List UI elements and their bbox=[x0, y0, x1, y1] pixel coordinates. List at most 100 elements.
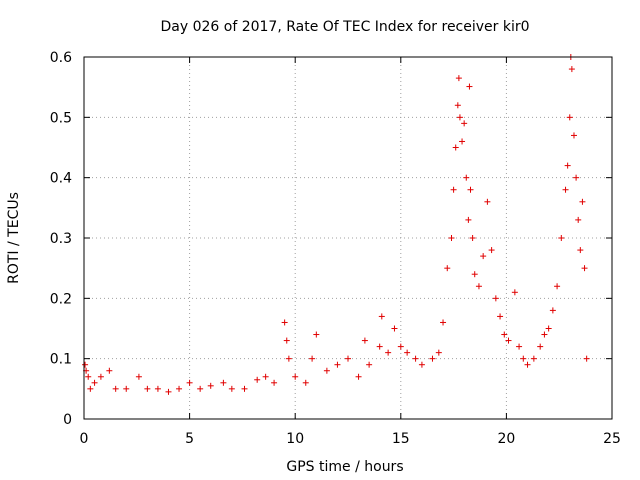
data-point bbox=[429, 355, 436, 362]
data-point bbox=[505, 337, 512, 344]
data-point bbox=[541, 331, 548, 338]
data-point bbox=[455, 75, 462, 82]
data-point bbox=[484, 198, 491, 205]
data-point bbox=[545, 325, 552, 332]
data-point bbox=[228, 385, 235, 392]
data-point bbox=[292, 373, 299, 380]
data-point bbox=[254, 376, 261, 383]
data-point bbox=[412, 355, 419, 362]
data-point bbox=[241, 385, 248, 392]
y-tick-label: 0 bbox=[63, 412, 72, 428]
data-point bbox=[554, 283, 561, 290]
data-point bbox=[549, 307, 556, 314]
x-tick-label: 25 bbox=[603, 431, 621, 447]
x-tick-label: 10 bbox=[286, 431, 304, 447]
data-point bbox=[97, 373, 104, 380]
data-point bbox=[220, 379, 227, 386]
data-point bbox=[452, 144, 459, 151]
data-point bbox=[207, 382, 214, 389]
y-tick-label: 0.4 bbox=[50, 171, 72, 187]
data-point bbox=[366, 361, 373, 368]
data-point bbox=[285, 355, 292, 362]
data-point bbox=[376, 343, 383, 350]
data-point bbox=[87, 385, 94, 392]
data-point bbox=[583, 355, 590, 362]
data-point bbox=[459, 138, 466, 145]
data-point bbox=[480, 253, 487, 260]
data-point bbox=[581, 265, 588, 272]
data-point bbox=[467, 186, 474, 193]
data-point bbox=[492, 295, 499, 302]
data-point bbox=[573, 174, 580, 181]
data-point bbox=[106, 367, 113, 374]
data-point bbox=[85, 373, 92, 380]
data-point bbox=[262, 373, 269, 380]
data-point bbox=[378, 313, 385, 320]
data-point bbox=[355, 373, 362, 380]
data-point bbox=[568, 66, 575, 73]
data-point bbox=[511, 289, 518, 296]
data-point bbox=[271, 379, 278, 386]
data-point bbox=[397, 343, 404, 350]
data-point bbox=[530, 355, 537, 362]
data-point bbox=[461, 120, 468, 127]
data-point bbox=[466, 83, 473, 90]
data-point bbox=[562, 186, 569, 193]
data-point bbox=[463, 174, 470, 181]
data-point bbox=[82, 361, 89, 368]
data-point bbox=[520, 355, 527, 362]
data-point bbox=[537, 343, 544, 350]
y-tick-label: 0.5 bbox=[50, 110, 72, 126]
x-tick-label: 0 bbox=[80, 431, 89, 447]
data-point bbox=[302, 379, 309, 386]
data-point bbox=[469, 235, 476, 241]
data-point bbox=[488, 247, 495, 254]
data-point bbox=[516, 343, 523, 350]
data-point bbox=[186, 379, 193, 386]
data-point bbox=[456, 114, 463, 121]
data-point bbox=[448, 235, 455, 241]
data-point bbox=[566, 114, 573, 121]
data-point bbox=[345, 355, 351, 362]
data-point bbox=[283, 337, 290, 344]
data-point bbox=[579, 198, 586, 205]
chart-title: Day 026 of 2017, Rate Of TEC Index for r… bbox=[160, 19, 529, 35]
y-axis-label: ROTI / TECUs bbox=[6, 192, 22, 284]
data-point bbox=[577, 247, 584, 254]
data-point bbox=[281, 319, 288, 326]
y-tick-label: 0.2 bbox=[50, 291, 72, 307]
data-point bbox=[524, 361, 531, 368]
grid bbox=[84, 57, 612, 419]
data-point bbox=[112, 385, 119, 392]
data-point bbox=[154, 385, 161, 392]
data-point bbox=[444, 265, 451, 272]
data-point bbox=[575, 216, 582, 223]
data-point bbox=[435, 349, 442, 356]
data-point bbox=[391, 325, 398, 332]
data-point bbox=[558, 235, 565, 241]
data-point bbox=[570, 132, 577, 139]
data-point bbox=[497, 313, 504, 320]
data-point bbox=[334, 361, 341, 368]
data-point bbox=[450, 186, 457, 193]
data-point bbox=[475, 283, 482, 290]
data-point bbox=[361, 337, 368, 344]
y-tick-label: 0.3 bbox=[50, 231, 72, 247]
data-point bbox=[309, 355, 316, 362]
data-point bbox=[313, 331, 320, 338]
data-point bbox=[454, 102, 461, 109]
data-point bbox=[135, 373, 142, 380]
data-point bbox=[123, 385, 130, 392]
data-point bbox=[144, 385, 151, 392]
data-point bbox=[465, 216, 472, 223]
data-point bbox=[418, 361, 425, 368]
x-tick-label: 20 bbox=[497, 431, 515, 447]
data-point bbox=[385, 349, 392, 356]
data-point bbox=[176, 385, 183, 392]
y-tick-label: 0.1 bbox=[50, 352, 72, 368]
x-tick-label: 15 bbox=[392, 431, 410, 447]
data-point bbox=[323, 367, 330, 374]
data-point bbox=[91, 379, 98, 386]
